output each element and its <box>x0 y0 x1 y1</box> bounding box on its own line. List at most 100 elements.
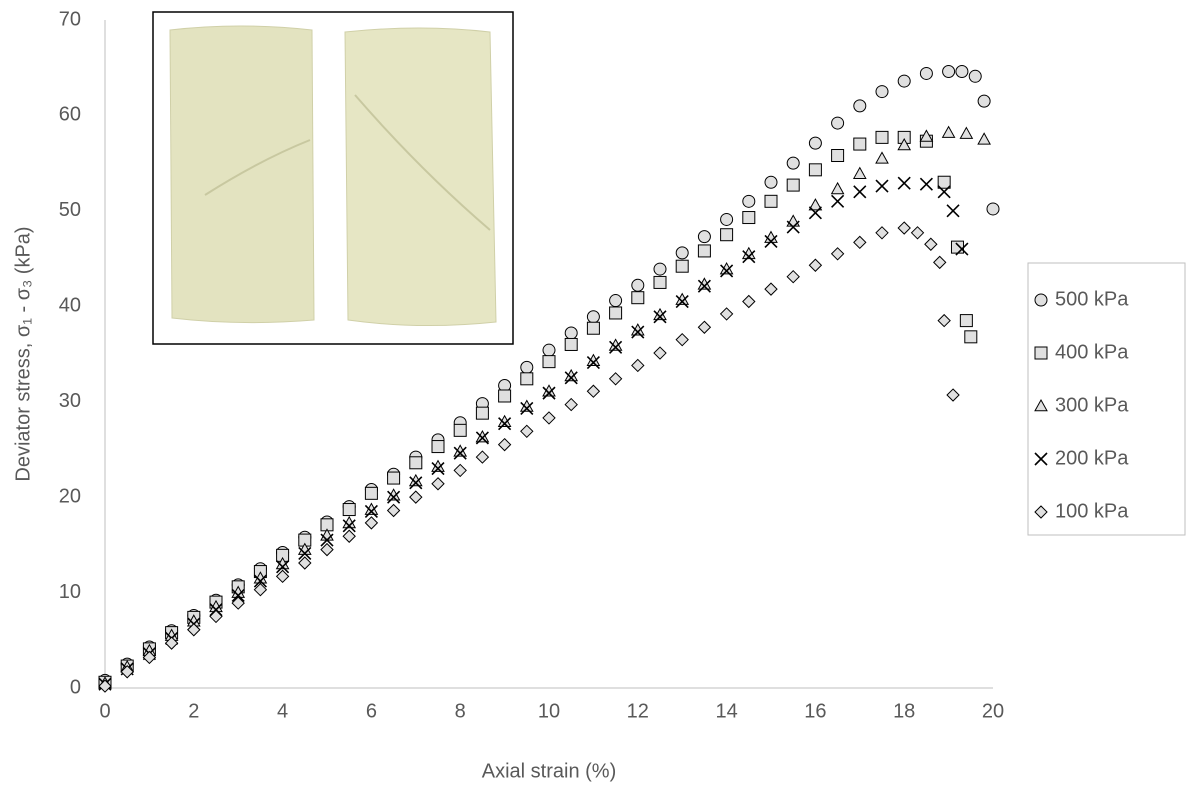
x-tick-label: 4 <box>277 700 288 722</box>
y-tick-label: 60 <box>59 104 81 126</box>
point <box>938 176 950 188</box>
chart: Axial strain (%) Deviator stress, σ₁ - σ… <box>0 0 1188 785</box>
point <box>947 205 959 217</box>
point <box>365 504 377 515</box>
point <box>343 504 355 516</box>
point <box>565 338 577 350</box>
x-tick-label: 6 <box>366 700 377 722</box>
point <box>876 180 888 192</box>
point <box>587 311 599 323</box>
point <box>632 292 644 304</box>
point <box>654 347 666 359</box>
y-tick-label: 50 <box>59 199 81 221</box>
legend-label: 500 kPa <box>1055 288 1129 310</box>
point <box>898 177 910 189</box>
point <box>454 464 466 476</box>
point <box>676 247 688 259</box>
specimen <box>170 26 314 323</box>
point <box>277 570 289 582</box>
point <box>388 505 400 517</box>
point <box>943 66 955 78</box>
point <box>987 203 999 215</box>
point <box>410 475 422 486</box>
point <box>743 296 755 308</box>
point <box>854 138 866 150</box>
point <box>299 557 311 569</box>
point <box>654 276 666 288</box>
legend-label: 400 kPa <box>1055 341 1129 363</box>
legend-marker <box>1035 294 1047 306</box>
point <box>832 195 844 207</box>
point <box>432 478 444 490</box>
point <box>432 441 444 453</box>
point <box>721 229 733 241</box>
point <box>765 176 777 188</box>
point <box>743 195 755 207</box>
specimen <box>345 28 496 326</box>
point <box>632 279 644 291</box>
point <box>365 517 377 529</box>
point <box>632 324 644 335</box>
point <box>676 260 688 272</box>
point <box>787 271 799 283</box>
x-tick-label: 8 <box>455 700 466 722</box>
point <box>854 100 866 112</box>
point <box>432 461 444 472</box>
point <box>876 86 888 98</box>
point <box>809 259 821 271</box>
point <box>698 278 710 289</box>
x-tick-label: 0 <box>99 700 110 722</box>
point <box>521 373 533 385</box>
point <box>832 248 844 260</box>
point <box>476 407 488 419</box>
point <box>610 373 622 385</box>
point <box>832 150 844 162</box>
point <box>543 412 555 424</box>
point <box>676 334 688 346</box>
point <box>876 131 888 143</box>
point <box>876 152 888 163</box>
point <box>698 245 710 257</box>
point <box>960 315 972 327</box>
legend-label: 200 kPa <box>1055 447 1129 469</box>
point <box>956 66 968 78</box>
point <box>934 256 946 268</box>
point <box>765 283 777 295</box>
point <box>543 385 555 396</box>
point <box>721 213 733 225</box>
legend-label: 100 kPa <box>1055 500 1129 522</box>
point <box>410 491 422 503</box>
point <box>787 179 799 191</box>
y-tick-label: 30 <box>59 390 81 412</box>
point <box>676 294 688 305</box>
point <box>610 339 622 350</box>
point <box>765 195 777 207</box>
x-tick-label: 18 <box>893 700 915 722</box>
y-tick-label: 20 <box>59 485 81 507</box>
point <box>854 236 866 248</box>
point <box>210 610 222 622</box>
point <box>721 263 733 274</box>
point <box>809 164 821 176</box>
point <box>698 231 710 243</box>
point <box>388 489 400 500</box>
y-tick-label: 70 <box>59 8 81 30</box>
point <box>978 95 990 107</box>
point <box>951 241 963 253</box>
point <box>960 128 972 139</box>
point <box>610 295 622 307</box>
point <box>499 390 511 402</box>
point <box>854 186 866 198</box>
point <box>654 263 666 275</box>
point <box>388 472 400 484</box>
point <box>969 70 981 82</box>
point <box>898 222 910 234</box>
x-tick-label: 16 <box>804 700 826 722</box>
x-tick-label: 14 <box>715 700 737 722</box>
point <box>978 133 990 144</box>
point <box>321 544 333 556</box>
point <box>938 315 950 327</box>
point <box>721 308 733 320</box>
point <box>809 137 821 149</box>
point <box>587 322 599 334</box>
